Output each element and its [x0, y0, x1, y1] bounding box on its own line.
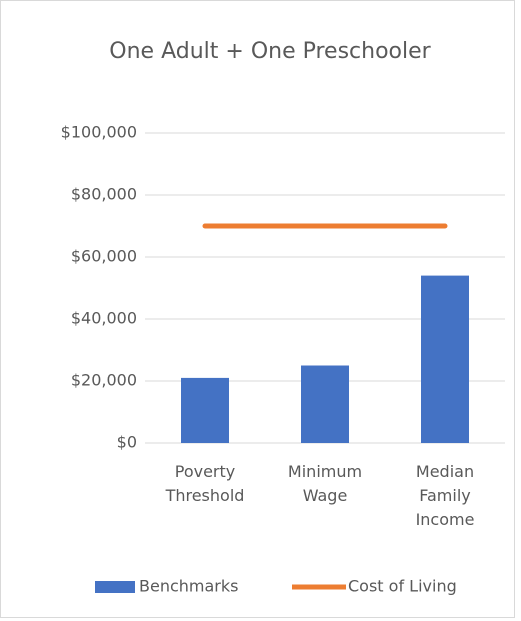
- bar: [181, 377, 229, 443]
- bar: [421, 275, 469, 443]
- y-tick-label: $100,000: [61, 123, 137, 142]
- y-tick-label: $60,000: [71, 247, 137, 266]
- x-tick-label: Median Family Income: [415, 462, 475, 529]
- y-tick-label: $80,000: [71, 185, 137, 204]
- legend-label: Cost of Living: [348, 577, 457, 596]
- y-tick-label: $0: [117, 433, 137, 452]
- chart-title: One Adult + One Preschooler: [109, 39, 431, 64]
- legend-swatch: [95, 581, 135, 593]
- x-tick-label: Minimum Wage: [287, 462, 363, 505]
- legend-label: Benchmarks: [139, 577, 238, 596]
- y-tick-label: $40,000: [71, 309, 137, 328]
- y-tick-label: $20,000: [71, 371, 137, 390]
- bar: [301, 365, 349, 443]
- x-tick-label: Poverty Threshold: [165, 462, 245, 505]
